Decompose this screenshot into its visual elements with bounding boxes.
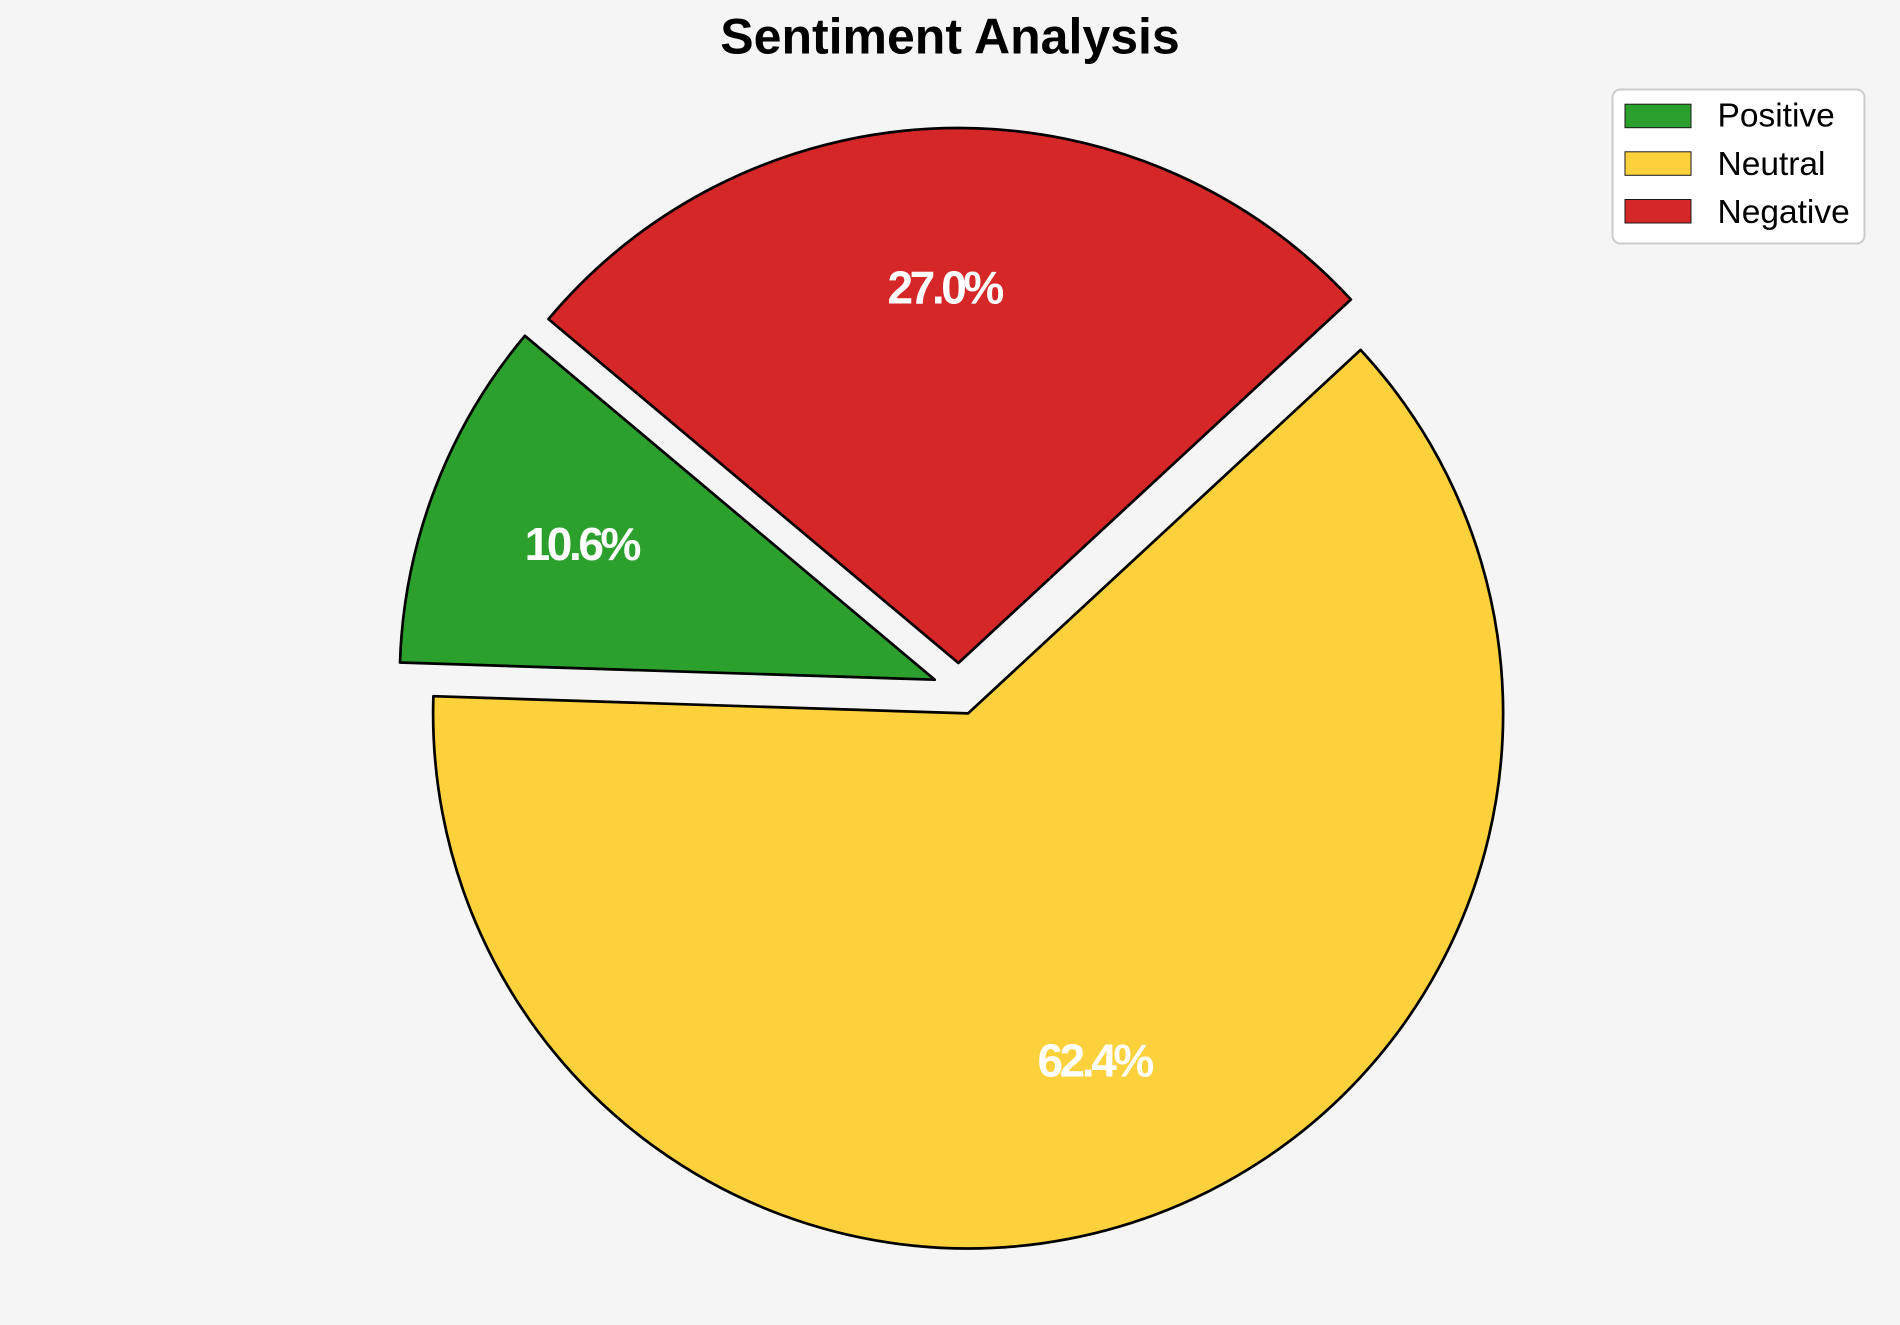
svg-text:Sentiment Analysis: Sentiment Analysis: [720, 9, 1179, 65]
svg-text:62.4%: 62.4%: [1037, 1035, 1153, 1087]
svg-text:Neutral: Neutral: [1718, 146, 1826, 183]
svg-text:10.6%: 10.6%: [525, 518, 641, 570]
svg-text:Negative: Negative: [1718, 194, 1850, 231]
svg-text:Positive: Positive: [1718, 98, 1835, 135]
svg-text:27.0%: 27.0%: [887, 262, 1003, 314]
